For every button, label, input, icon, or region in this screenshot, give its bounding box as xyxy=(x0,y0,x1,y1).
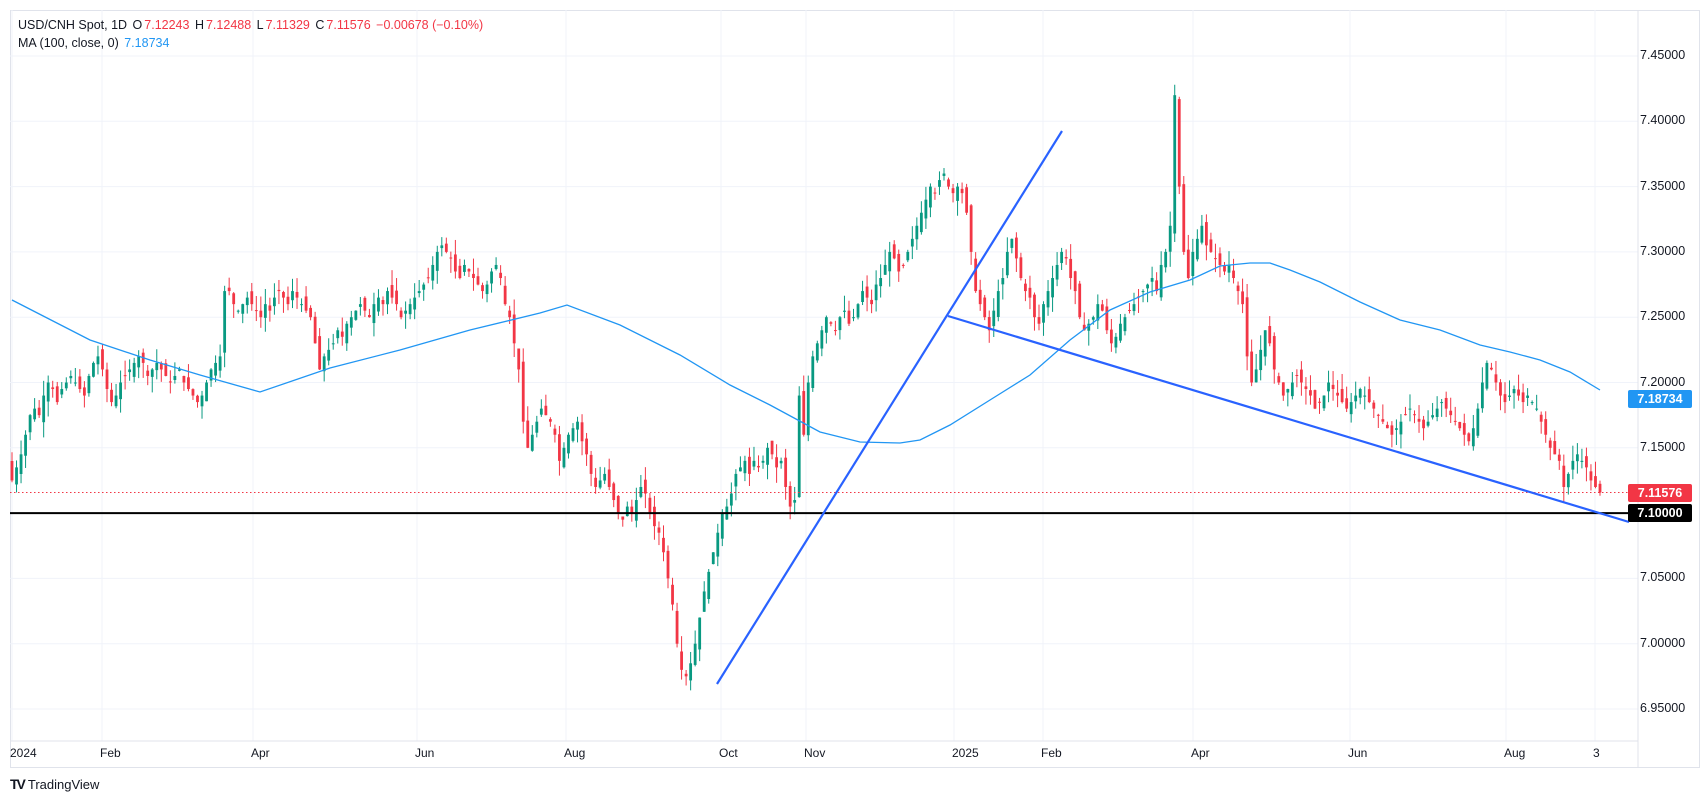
price-axis-label: 7.25000 xyxy=(1640,309,1686,324)
time-axis-label: Jun xyxy=(415,746,435,760)
price-axis-label: 7.40000 xyxy=(1640,113,1686,128)
last-price-tag: 7.11576 xyxy=(1628,483,1692,502)
low-label: L xyxy=(256,18,264,32)
tradingview-logo-icon: TV xyxy=(10,776,26,792)
ma-value: 7.18734 xyxy=(124,36,170,50)
time-axis-label: Jun xyxy=(1348,746,1368,760)
symbol-title[interactable]: USD/CNH Spot, 1D xyxy=(18,18,128,32)
ma-100-line xyxy=(11,262,1601,444)
price-axis-label: 7.45000 xyxy=(1640,48,1686,62)
time-axis-label: Apr xyxy=(251,746,270,760)
close-label: C xyxy=(315,18,325,32)
price-axis-label: 7.30000 xyxy=(1640,243,1686,258)
price-axis-label: 7.00000 xyxy=(1640,635,1686,650)
candles xyxy=(10,84,1602,691)
open-value: 7.12243 xyxy=(144,18,190,32)
time-axis-label: Feb xyxy=(100,746,121,760)
tradingview-brand[interactable]: TV TradingView xyxy=(10,776,99,792)
low-value: 7.11329 xyxy=(265,18,310,32)
time-axis-label: Feb xyxy=(1041,746,1062,760)
time-axis-label: Oct xyxy=(719,746,738,760)
chart-frame xyxy=(10,10,1700,768)
price-axis-label: 7.20000 xyxy=(1640,374,1686,389)
open-label: O xyxy=(132,18,143,32)
high-label: H xyxy=(194,18,204,32)
time-axis-label: Nov xyxy=(804,746,826,760)
high-value: 7.12488 xyxy=(205,18,252,32)
support-price-tag: 7.10000 xyxy=(1628,504,1692,523)
ohlc-row: USD/CNH Spot, 1D O 7.12243 H 7.12488 L 7.11… xyxy=(18,16,485,34)
price-axis-label: 7.05000 xyxy=(1640,570,1686,585)
trendlines[interactable] xyxy=(716,130,1630,685)
brand-name: TradingView xyxy=(27,776,100,792)
time-axis-label: 3 xyxy=(1593,746,1600,760)
grid-lines xyxy=(10,10,1638,741)
price-axis-label: 7.15000 xyxy=(1640,439,1686,454)
ma-row: MA (100, close, 0) 7.18734 xyxy=(18,34,485,52)
time-axis-label: Apr xyxy=(1191,746,1210,760)
time-axis-label: 2025 xyxy=(952,746,979,760)
change-value: −0.00678 (−0.10%) xyxy=(376,18,484,32)
ma-label[interactable]: MA (100, close, 0) xyxy=(18,36,119,50)
price-axis-label: 7.35000 xyxy=(1640,178,1686,193)
price-axis-label: 6.95000 xyxy=(1640,701,1686,715)
time-axis-label: 2024 xyxy=(10,746,37,760)
close-value: 7.11576 xyxy=(326,18,371,32)
horizontal-lines xyxy=(10,492,1638,515)
time-axis-label: Aug xyxy=(1504,746,1526,760)
chart-legend: USD/CNH Spot, 1D O 7.12243 H 7.12488 L 7.11… xyxy=(18,16,485,52)
ma-price-tag: 7.18734 xyxy=(1628,390,1692,409)
time-axis-label: Aug xyxy=(564,746,586,760)
